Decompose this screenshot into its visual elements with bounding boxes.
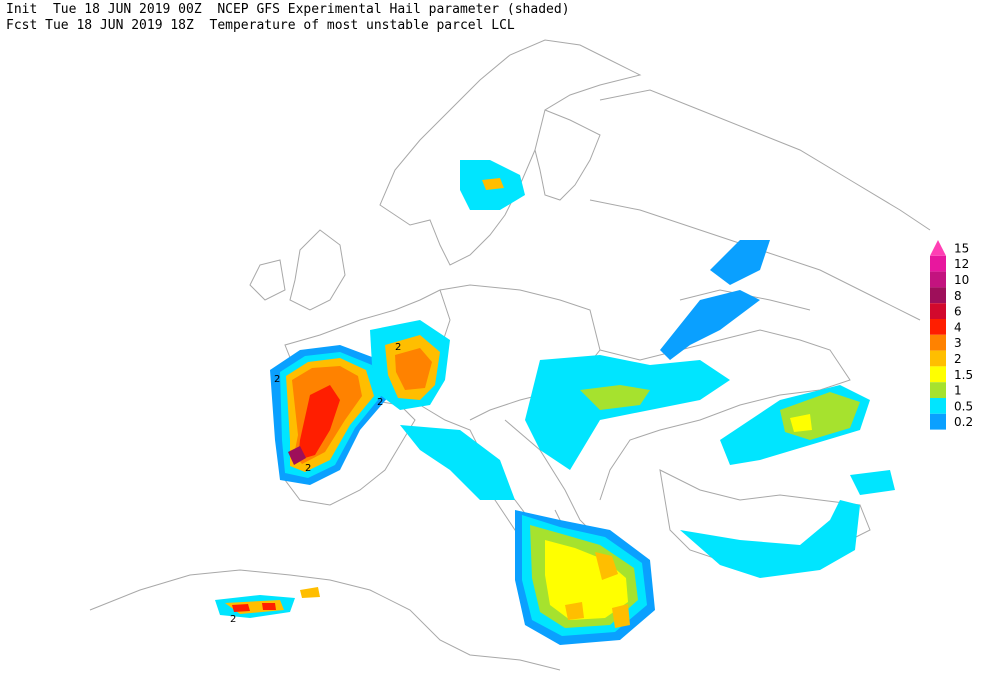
coastlines: [89, 39, 931, 671]
contour-label: 2: [377, 397, 383, 408]
legend-swatch: [930, 398, 946, 414]
legend-label: 1.5: [954, 368, 973, 382]
contour-label: 2: [274, 374, 280, 385]
legend-swatch: [930, 287, 946, 304]
legend-swatch: [930, 382, 946, 398]
contour-labels: 2 2 2 2 2: [230, 342, 401, 625]
legend-label: 8: [954, 289, 962, 303]
legend-swatch: [930, 413, 946, 430]
legend: 15 12 10 8 64 3 2 1.5 10.5 0.2: [930, 240, 973, 430]
legend-label: 0.2: [954, 415, 973, 429]
legend-label: 10: [954, 273, 969, 287]
legend-label: 15: [954, 241, 969, 255]
legend-swatch: [930, 255, 946, 272]
legend-label: 3: [954, 336, 962, 350]
legend-label: 4: [954, 320, 962, 334]
legend-swatch: [930, 303, 946, 319]
legend-swatch: [930, 319, 946, 335]
legend-swatch: [930, 334, 946, 351]
legend-label: 0.5: [954, 399, 973, 413]
legend-swatch: [930, 366, 946, 383]
legend-label: 6: [954, 305, 962, 319]
contour-label: 2: [230, 614, 236, 625]
legend-label: 2: [954, 352, 962, 366]
contour-label: 2: [305, 463, 311, 474]
legend-swatch: [930, 240, 946, 256]
legend-swatch: [930, 350, 946, 367]
header-line: Init Tue 18 JUN 2019 00Z NCEP GFS Experi…: [6, 2, 570, 17]
legend-swatch: [930, 271, 946, 288]
legend-label: 1: [954, 384, 962, 398]
contour-label: 2: [395, 342, 401, 353]
header-line: Fcst Tue 18 JUN 2019 18Z Temperature of …: [6, 18, 515, 33]
legend-label: 12: [954, 257, 969, 271]
hail-shading: [215, 160, 895, 645]
